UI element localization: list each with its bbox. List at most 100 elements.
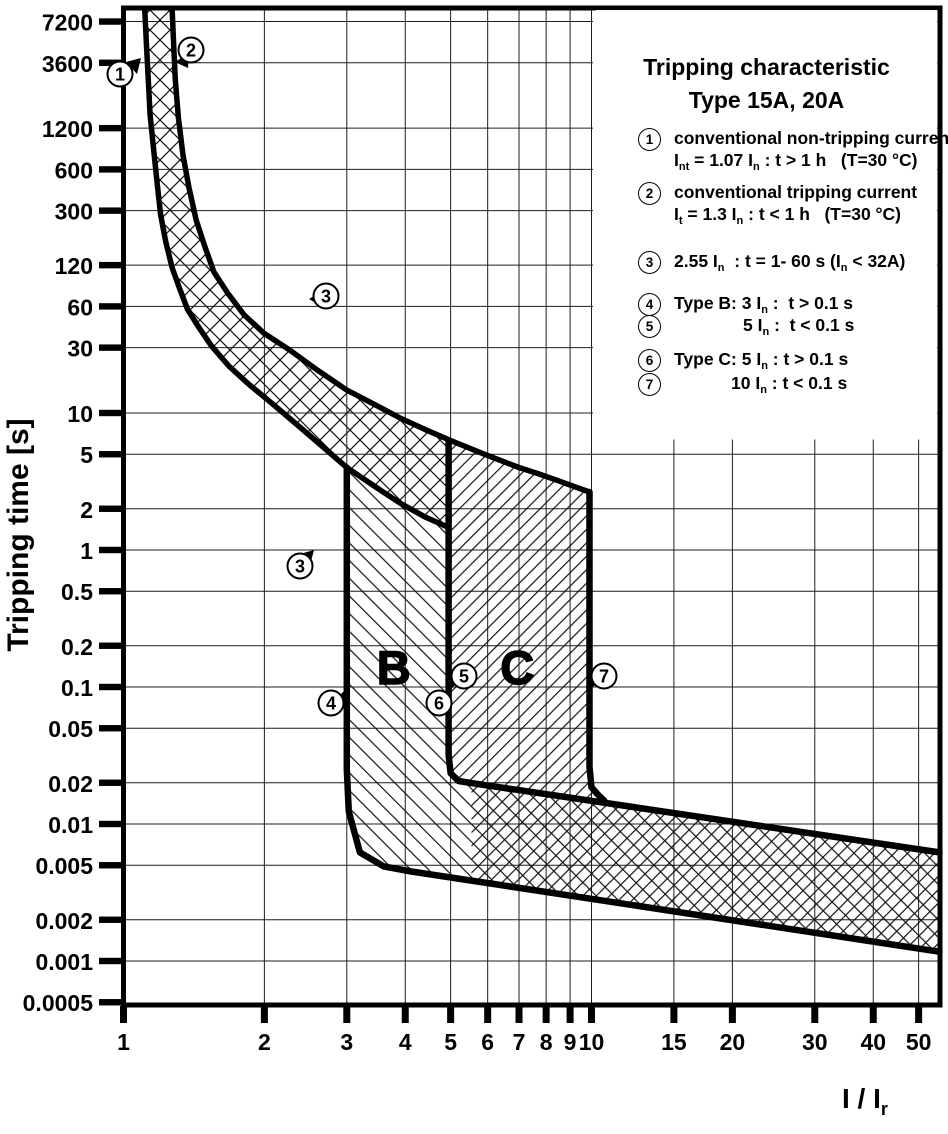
region-type-C-zone	[448, 440, 605, 801]
legend-item-7: 10 In : t < 0.1 s	[638, 373, 848, 396]
marker-7-number: 7	[599, 667, 609, 687]
marker-2-circle	[177, 36, 205, 64]
xtick-2	[260, 1006, 268, 1023]
marker-1: 1	[106, 58, 141, 88]
xtick-label-3: 3	[340, 1029, 353, 1055]
ytick-600	[99, 166, 124, 173]
xtick-label-40: 40	[860, 1029, 886, 1055]
legend-text-5: 5 In : t < 0.1 s	[743, 315, 855, 338]
marker-4: 4	[317, 688, 347, 717]
zone-label-B: B	[377, 641, 411, 694]
xtick-label-9: 9	[564, 1029, 577, 1055]
ytick-7200	[99, 18, 124, 25]
ytick-1200	[99, 124, 124, 132]
curve-1-conventional-non-tripping	[141, 5, 451, 530]
legend-number-2: 2	[638, 182, 661, 205]
legend-number-4: 4	[638, 293, 661, 316]
ytick-0.2	[99, 642, 124, 649]
marker-1-wedge	[126, 58, 141, 74]
ytick-0.05	[99, 725, 124, 732]
ytick-label-0.005: 0.005	[35, 853, 93, 879]
ytick-label-0.01: 0.01	[48, 812, 93, 838]
curve-2-conventional-tripping	[169, 5, 593, 495]
ytick-3600	[99, 59, 124, 66]
marker-7-circle	[590, 662, 618, 690]
xtick-label-20: 20	[720, 1029, 746, 1055]
ytick-0.5	[99, 588, 124, 595]
legend-item-2: 2 conventional tripping current It = 1.3 I…	[638, 182, 918, 227]
marker-3: 3	[286, 550, 314, 580]
ytick-0.02	[99, 779, 124, 786]
legend-item-4: 4 Type B: 3 In : t > 0.1 s	[638, 293, 853, 316]
xtick-label-1: 1	[117, 1029, 130, 1055]
ytick-label-1: 1	[80, 538, 93, 564]
marker-3: 3	[309, 282, 340, 310]
legend-text-1: conventional non-tripping current Int = 1…	[674, 128, 948, 173]
marker-4-number: 4	[326, 694, 336, 714]
legend-item-1: 1 conventional non-tripping current Int = …	[638, 128, 948, 173]
tick-labels: 7200360012006003001206030105210.50.20.10…	[23, 10, 932, 1055]
xtick-10	[588, 1006, 595, 1023]
legend-item-3: 3 2.55 In : t = 1- 60 s (In < 32A)	[638, 251, 905, 274]
ytick-label-0.0005: 0.0005	[23, 990, 94, 1016]
xtick-label-8: 8	[540, 1029, 553, 1055]
marker-1-number: 1	[115, 65, 125, 85]
legend-text-6: Type C: 5 In : t > 0.1 s	[674, 349, 849, 372]
xtick-15	[670, 1006, 678, 1023]
marker-6: 6	[425, 688, 453, 717]
legend-item-5: 5 In : t < 0.1 s	[638, 315, 855, 338]
ytick-label-0.001: 0.001	[35, 949, 93, 975]
marker-3-number: 3	[295, 557, 305, 577]
legend-number-5: 5	[638, 315, 661, 338]
ytick-label-30: 30	[67, 336, 93, 362]
marker-3-number: 3	[321, 287, 331, 307]
xtick-label-15: 15	[661, 1029, 687, 1055]
legend-text-2: conventional tripping current It = 1.3 In…	[674, 182, 918, 227]
ytick-120	[99, 261, 124, 269]
ytick-30	[99, 344, 124, 351]
region-instantaneous-band-overlay	[471, 783, 940, 952]
chart-title-line2: Type 15A, 20A	[688, 87, 845, 113]
xtick-9	[566, 1006, 574, 1023]
chart-title-line1: Tripping characteristic	[643, 54, 890, 80]
ytick-label-10: 10	[67, 401, 93, 427]
ytick-2	[99, 505, 124, 512]
marker-1-circle	[106, 60, 134, 88]
x-axis-title: I / Ir	[842, 1083, 888, 1119]
xtick-3	[343, 1006, 351, 1023]
xtick-8	[542, 1006, 550, 1023]
legend-text-7: 10 In : t < 0.1 s	[731, 373, 848, 396]
ytick-label-0.2: 0.2	[61, 634, 93, 660]
marker-5-circle	[450, 662, 478, 690]
xtick-label-6: 6	[481, 1029, 494, 1055]
legend-item-6: 6 Type C: 5 In : t > 0.1 s	[638, 349, 848, 372]
legend-number-1: 1	[638, 128, 661, 151]
marker-7: 7	[589, 662, 618, 691]
ytick-label-0.02: 0.02	[48, 771, 93, 797]
xtick-30	[811, 1006, 819, 1023]
xtick-4	[401, 1006, 409, 1023]
ytick-1	[99, 546, 124, 554]
ytick-300	[99, 207, 124, 214]
legend-number-7: 7	[638, 373, 661, 396]
ytick-0.001	[99, 957, 124, 965]
ytick-label-7200: 7200	[42, 10, 93, 36]
xtick-label-4: 4	[399, 1029, 412, 1055]
marker-2: 2	[175, 36, 205, 68]
ytick-label-0.002: 0.002	[35, 908, 93, 934]
boundary-type-C-10In	[586, 488, 608, 804]
xtick-40	[869, 1006, 877, 1023]
ytick-label-2: 2	[80, 497, 93, 523]
xtick-label-7: 7	[513, 1029, 526, 1055]
marker-6-circle	[425, 689, 453, 717]
xtick-50	[915, 1006, 923, 1023]
xtick-label-30: 30	[802, 1029, 828, 1055]
ytick-10	[99, 409, 124, 417]
marker-3-circle	[312, 282, 340, 310]
ytick-0.1	[99, 683, 124, 691]
ytick-label-60: 60	[67, 294, 93, 320]
ytick-label-3600: 3600	[42, 51, 93, 77]
chart-title: Tripping characteristic Type 15A, 20A	[596, 51, 937, 117]
ytick-label-0.5: 0.5	[61, 579, 93, 605]
